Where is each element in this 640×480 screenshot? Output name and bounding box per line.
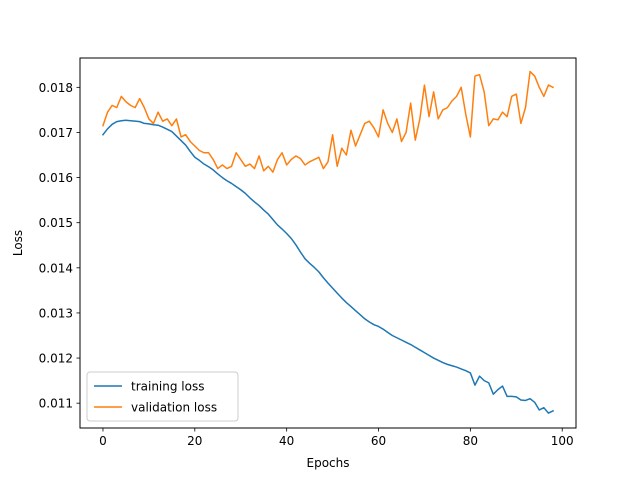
y-tick-label: 0.012 [39,352,73,366]
x-tick-label: 20 [187,434,202,448]
y-tick-label: 0.016 [39,171,73,185]
x-tick-label: 40 [279,434,294,448]
y-axis-ticks: 0.011 0.012 0.013 0.014 0.015 0.016 0.017 0.018 [39,81,80,411]
y-tick-label: 0.013 [39,306,73,320]
y-tick-label: 0.011 [39,397,73,411]
x-tick-label: 100 [551,434,574,448]
axes-frame [79,57,577,429]
y-tick-label: 0.015 [39,216,73,230]
x-axis-label: Epochs [307,456,350,470]
series-line-training [101,119,555,414]
x-tick-label: 80 [463,434,478,448]
legend-box [86,371,239,422]
x-tick-label: 60 [371,434,386,448]
legend-label-validation: validation loss [131,401,217,415]
y-axis-label: Loss [11,230,25,256]
x-tick-label: 0 [99,434,107,448]
legend: training loss validation loss [86,371,239,422]
legend-label-training: training loss [131,380,204,394]
y-tick-label: 0.014 [39,261,73,275]
y-tick-label: 0.017 [39,126,73,140]
y-tick-label: 0.018 [39,81,73,95]
plot-layer [101,70,555,414]
series-line-validation [102,70,555,173]
x-axis-ticks: 0 20 40 60 80 100 [99,428,574,448]
